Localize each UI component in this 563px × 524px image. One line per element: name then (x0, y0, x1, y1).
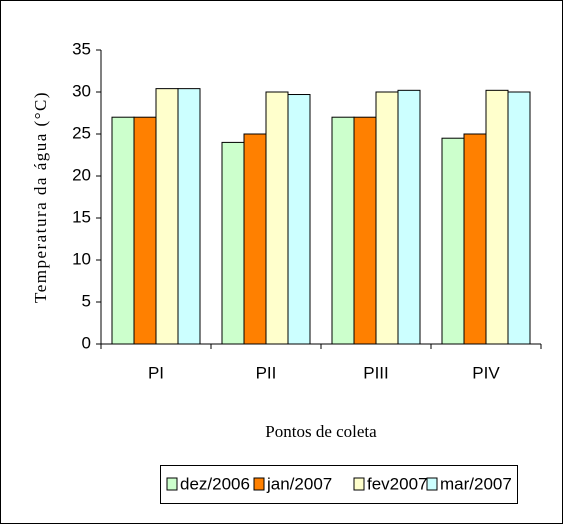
y-tick-label: 15 (72, 207, 91, 226)
bar (485, 89, 509, 345)
y-tick-label: 25 (72, 123, 91, 142)
x-tick-label: PIV (472, 363, 500, 382)
bar (507, 91, 531, 345)
x-tick-label: PII (256, 363, 277, 382)
bar (111, 116, 135, 345)
x-tick-label: PI (148, 363, 164, 382)
bar (397, 89, 421, 345)
legend-swatch (253, 477, 265, 491)
x-tick-label: PIII (363, 363, 389, 382)
bar (287, 94, 311, 345)
legend-label: jan/2007 (266, 474, 332, 493)
legend-label: dez/2006 (180, 474, 250, 493)
y-tick-label: 30 (72, 81, 91, 100)
bar (331, 116, 355, 345)
y-tick-label: 0 (82, 333, 91, 352)
bar (441, 137, 465, 345)
bar (353, 116, 377, 345)
x-axis-title: Pontos de coleta (265, 422, 377, 441)
bar (221, 141, 245, 345)
bar (375, 91, 399, 345)
y-tick-label: 10 (72, 249, 91, 268)
y-tick-label: 35 (72, 39, 91, 58)
bar (463, 133, 487, 345)
y-tick-label: 5 (82, 291, 91, 310)
y-tick-label: 20 (72, 165, 91, 184)
legend-swatch (353, 477, 365, 491)
bar (243, 133, 267, 345)
bar (177, 88, 201, 345)
bar (155, 88, 179, 345)
legend-label: fev2007 (367, 474, 428, 493)
legend-swatch (166, 477, 178, 491)
y-axis-title: Temperatura da água (°C) (31, 91, 50, 303)
legend-swatch (426, 477, 438, 491)
bar (133, 116, 157, 345)
legend-box (160, 465, 518, 504)
legend-label: mar/2007 (440, 474, 512, 493)
bar (265, 91, 289, 345)
